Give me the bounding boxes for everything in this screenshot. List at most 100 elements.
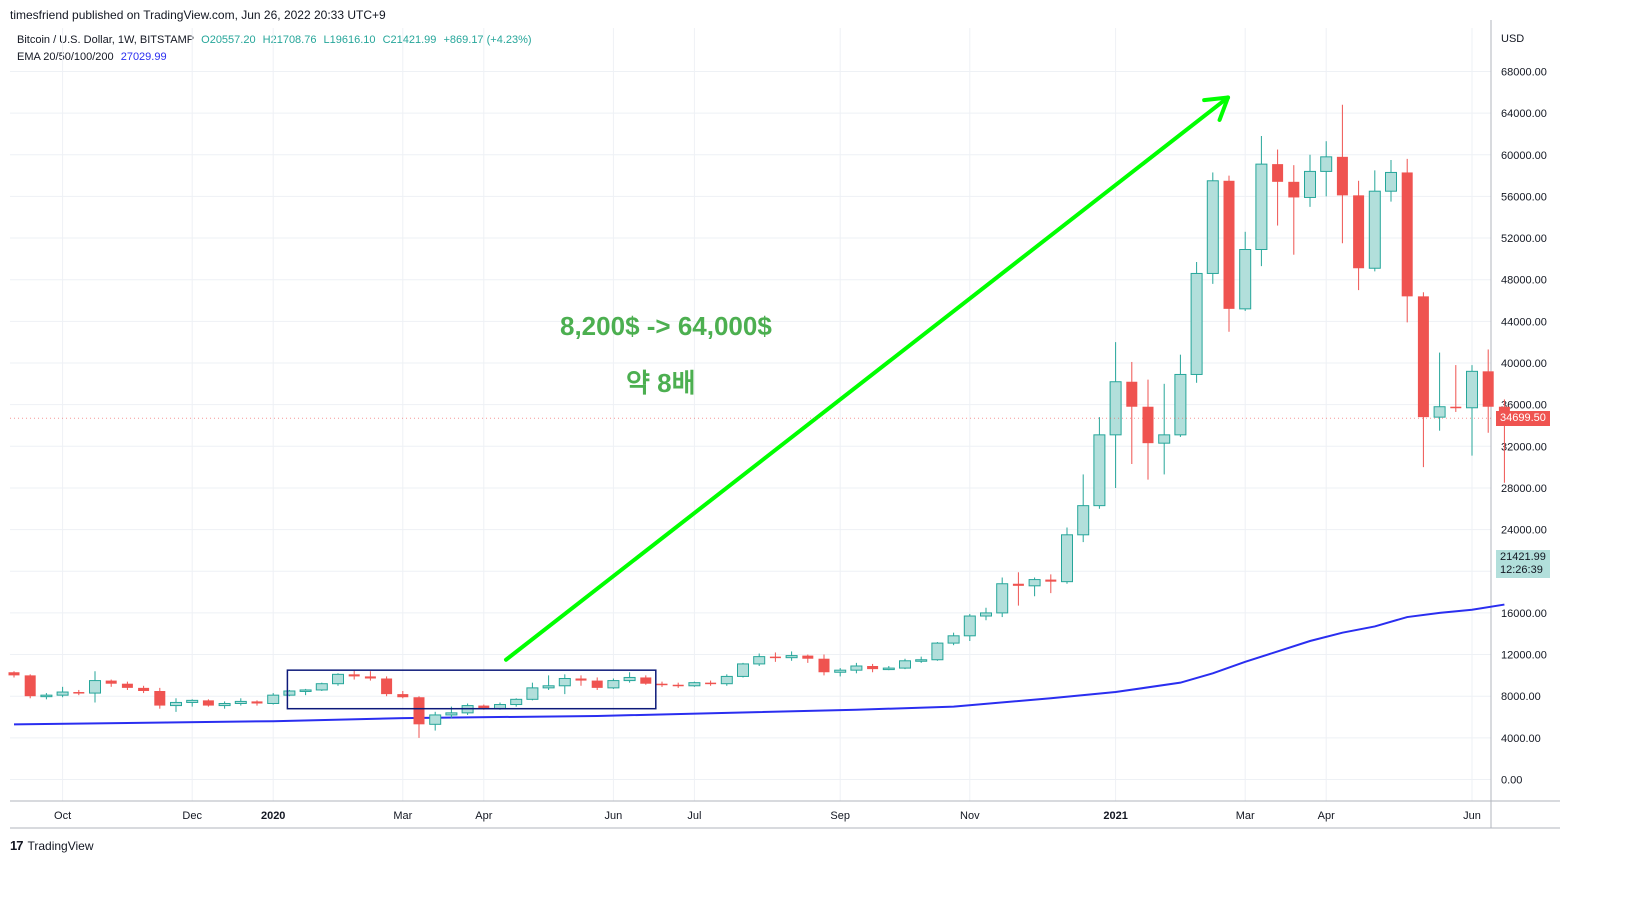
- candle-body: [234, 700, 247, 704]
- symbol-name[interactable]: Bitcoin / U.S. Dollar, 1W, BITSTAMP: [17, 34, 195, 46]
- candle-down: [1401, 158, 1413, 323]
- candle-body: [1126, 381, 1138, 407]
- x-tick-label: 2021: [1103, 810, 1127, 822]
- candle-body: [429, 714, 442, 725]
- candle-down: [1223, 175, 1235, 332]
- candle-body: [1142, 406, 1154, 444]
- trend-arrow-head: [1202, 95, 1230, 103]
- candle-up: [753, 653, 766, 667]
- ema-legend[interactable]: EMA 20/50/100/200 27029.99: [17, 51, 171, 63]
- y-tick-label: 4000.00: [1501, 733, 1541, 745]
- candle-body: [154, 690, 166, 706]
- range-box: [286, 669, 657, 710]
- candle-up: [1093, 417, 1106, 509]
- candle-down: [348, 670, 360, 680]
- candle-down: [73, 689, 85, 696]
- y-tick-label: 24000.00: [1501, 525, 1547, 537]
- candle-body: [267, 694, 280, 704]
- legend-open: O20557.20: [201, 34, 256, 46]
- tradingview-footer[interactable]: 17 TradingView: [10, 838, 94, 853]
- candle-down: [121, 681, 133, 690]
- candle-body: [640, 677, 652, 684]
- candle-body: [1336, 156, 1348, 196]
- candle-body: [332, 673, 344, 685]
- y-tick-label: 64000.00: [1501, 108, 1547, 120]
- y-tick-label: 12000.00: [1501, 650, 1547, 662]
- candle-body: [607, 680, 620, 689]
- candle-body: [1028, 579, 1041, 587]
- candle-up: [963, 613, 976, 642]
- candle-body: [105, 680, 117, 684]
- candle-body: [818, 658, 830, 673]
- candle-down: [867, 663, 879, 673]
- candle-down: [1272, 149, 1284, 226]
- candle-down: [1142, 379, 1154, 480]
- candle-body: [397, 694, 409, 698]
- candle-down: [1353, 180, 1365, 291]
- y-tick-label: 44000.00: [1501, 316, 1547, 328]
- candle-up: [1433, 352, 1446, 431]
- candle-body: [138, 687, 150, 691]
- candle-body: [413, 697, 425, 725]
- candle-down: [672, 682, 684, 688]
- candle-up: [1385, 159, 1397, 202]
- ema-line-group: [13, 603, 1505, 726]
- candle-up: [56, 686, 69, 698]
- current-price-value: 21421.99: [1500, 551, 1546, 563]
- candle-body: [56, 691, 69, 696]
- candle-body: [445, 712, 458, 716]
- drawing-overlays: [10, 95, 1491, 710]
- candle-down: [1417, 292, 1429, 468]
- candle-body: [575, 678, 587, 681]
- candle-down: [640, 675, 652, 685]
- candle-up: [40, 693, 53, 700]
- legend-change: +869.17 (+4.23%): [443, 34, 532, 46]
- candle-body: [558, 677, 571, 687]
- legend-high: H21708.76: [262, 34, 317, 46]
- candle-body: [1272, 164, 1284, 182]
- candle-body: [299, 689, 312, 692]
- y-axis-unit-label: USD: [1501, 33, 1524, 45]
- candle-body: [1206, 180, 1219, 274]
- candle-body: [915, 659, 928, 662]
- y-tick-label: 48000.00: [1501, 275, 1547, 287]
- candle-up: [1158, 383, 1171, 475]
- ema-value: 27029.99: [120, 51, 167, 63]
- symbol-legend[interactable]: Bitcoin / U.S. Dollar, 1W, BITSTAMP O205…: [17, 34, 536, 46]
- annotation-multiple[interactable]: 약 8배: [626, 368, 696, 398]
- candle-body: [980, 612, 992, 617]
- candle-body: [753, 656, 766, 665]
- y-tick-label: 8000.00: [1501, 691, 1541, 703]
- candle-up: [1109, 342, 1122, 488]
- candle-down: [364, 671, 376, 681]
- candle-body: [348, 674, 360, 677]
- x-tick-label: 2020: [261, 810, 285, 822]
- candle-body: [656, 683, 668, 686]
- candle-up: [218, 701, 231, 709]
- candle-down: [705, 680, 717, 686]
- candle-body: [1433, 406, 1446, 418]
- x-tick-label: Nov: [960, 810, 980, 822]
- candle-body: [688, 682, 701, 687]
- candle-body: [1045, 579, 1057, 582]
- x-tick-label: Apr: [1318, 810, 1335, 822]
- candle-up: [526, 682, 539, 701]
- y-tick-label: 68000.00: [1501, 66, 1547, 78]
- annotation-price-range[interactable]: 8,200$ -> 64,000$: [560, 311, 772, 341]
- candle-down: [802, 654, 814, 663]
- candle-body: [931, 642, 944, 661]
- candle-body: [1368, 190, 1381, 269]
- candle-down: [575, 675, 587, 686]
- candle-up: [882, 666, 895, 671]
- candle-body: [121, 683, 133, 688]
- candle-down: [154, 687, 166, 709]
- x-tick-label: Oct: [54, 810, 71, 822]
- candle-up: [299, 688, 312, 696]
- candle-up: [688, 681, 701, 687]
- y-tick-label: 16000.00: [1501, 608, 1547, 620]
- candle-body: [737, 663, 749, 677]
- x-tick-label: Sep: [830, 810, 850, 822]
- ema-label[interactable]: EMA 20/50/100/200: [17, 51, 114, 63]
- candle-down: [1012, 572, 1024, 606]
